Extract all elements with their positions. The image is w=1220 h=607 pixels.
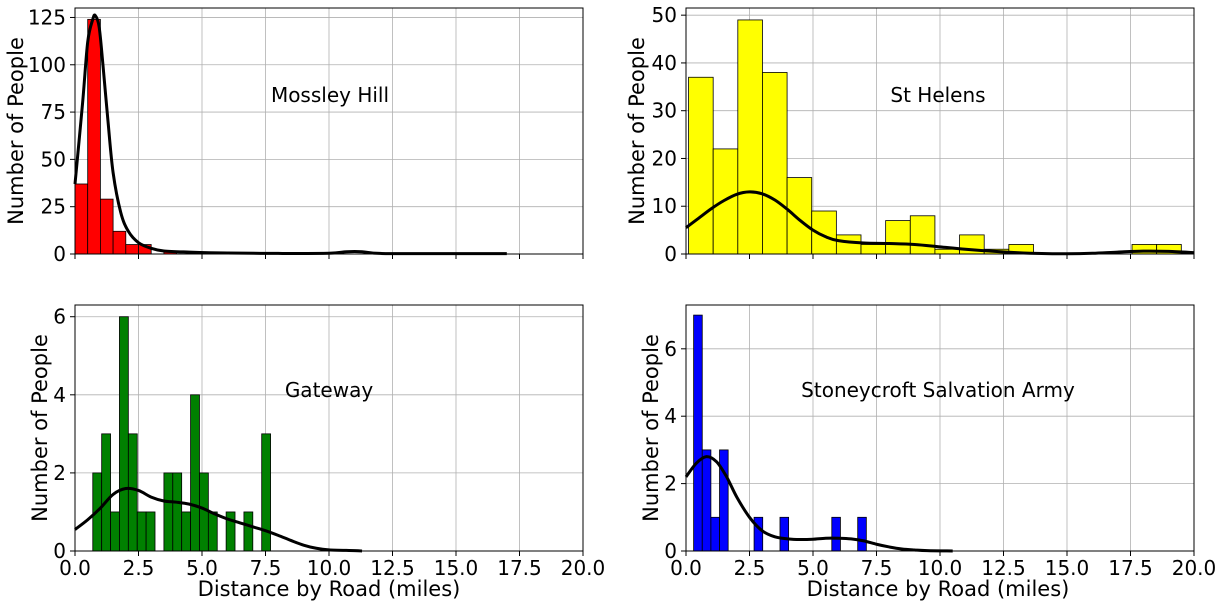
x-tick-label: 12.5 [981, 556, 1026, 580]
histogram-bar [99, 198, 114, 255]
panel-mossley-hill: 0 25 50 75 100 125 Mossley Hill Number of Peo… [4, 5, 584, 266]
histogram-bar [145, 511, 156, 552]
histogram-bar [112, 230, 127, 255]
histogram-bar [243, 511, 254, 552]
y-tick-label: 100 [28, 53, 66, 77]
histogram-bar [835, 234, 862, 255]
histogram-bar [190, 394, 200, 552]
histogram-bar [110, 511, 120, 552]
histogram-bar [172, 472, 183, 552]
histogram-bar [860, 244, 887, 255]
x-tick-label: 0.0 [670, 556, 702, 580]
y-tick-label: 10 [652, 194, 677, 218]
kde-curve [73, 13, 507, 256]
histogram-bar [181, 511, 191, 552]
histogram-bar [831, 516, 841, 552]
y-tick-label: 125 [28, 5, 66, 29]
y-tick-label: 0 [664, 242, 677, 266]
y-tick-label: 0 [53, 242, 66, 266]
y-tick-label: 6 [53, 305, 66, 329]
histogram-bar [693, 314, 703, 552]
x-tick-label: 5.0 [186, 556, 218, 580]
annotation-st-helens: St Helens [890, 83, 985, 107]
histogram-bar [701, 449, 712, 552]
y-axis-label: Number of People [625, 37, 649, 225]
y-tick-label: 2 [664, 472, 677, 496]
histogram-bar [762, 72, 788, 255]
x-tick-label: 15.0 [434, 556, 479, 580]
x-tick-label: 17.5 [1108, 556, 1153, 580]
x-axis-label: Distance by Road (miles) [807, 577, 1070, 601]
annotation-stoneycroft: Stoneycroft Salvation Army [801, 378, 1075, 402]
kde-curve [684, 455, 953, 553]
x-tick-label: 15.0 [1045, 556, 1090, 580]
x-tick-label: 5.0 [797, 556, 829, 580]
y-tick-label: 40 [652, 51, 677, 75]
histogram-bar [934, 248, 960, 255]
histogram-bar [857, 516, 867, 552]
panel-gateway: 0.0 2.5 5.0 7.5 10.0 12.5 15.0 17.5 20.0 0 2 4 6 Gat… [28, 304, 606, 601]
y-axis-label: Number of People [639, 334, 663, 522]
y-tick-label: 2 [53, 461, 66, 485]
y-tick-label: 0 [53, 539, 66, 563]
x-axis-label: Distance by Road (miles) [198, 577, 461, 601]
y-tick-label: 75 [41, 100, 66, 124]
panel-st-helens: 0 10 20 30 40 50 St Helens Number of People [625, 3, 1195, 266]
histogram-bar [207, 511, 218, 552]
histogram-bar [712, 148, 739, 255]
panel-stoneycroft: 0.0 2.5 5.0 7.5 10.0 12.5 15.0 17.5 20.0 0 2 4 6 Sto… [639, 304, 1217, 601]
histogram-bar [136, 511, 147, 552]
y-tick-label: 20 [652, 146, 677, 170]
y-axis-label: Number of People [4, 37, 28, 225]
x-tick-label: 2.5 [734, 556, 766, 580]
kde-curve [74, 486, 363, 553]
y-tick-label: 50 [41, 147, 66, 171]
y-tick-label: 30 [652, 99, 677, 123]
histogram-bar [199, 472, 209, 552]
histogram-bar [786, 177, 813, 255]
x-tick-label: 7.5 [861, 556, 893, 580]
histogram-bar [885, 220, 911, 255]
histogram-bar [779, 516, 790, 552]
y-tick-label: 6 [664, 337, 677, 361]
histogram-bar [163, 472, 174, 552]
histogram-bar [710, 516, 720, 552]
x-tick-label: 12.5 [370, 556, 415, 580]
histogram-bar [119, 316, 129, 552]
x-tick-label: 17.5 [497, 556, 542, 580]
histogram-bar [87, 18, 101, 255]
y-axis-label: Number of People [28, 334, 52, 522]
y-tick-label: 50 [652, 3, 677, 27]
annotation-gateway: Gateway [285, 378, 374, 402]
y-tick-label: 0 [664, 539, 677, 563]
annotation-mossley-hill: Mossley Hill [271, 83, 389, 107]
histogram-bar [909, 215, 936, 255]
y-tick-label: 4 [664, 404, 677, 428]
x-tick-label: 7.5 [250, 556, 282, 580]
kde-curve [685, 190, 1195, 256]
histogram-bar [127, 433, 138, 552]
histogram-bar [737, 19, 763, 255]
x-tick-label: 20.0 [561, 556, 606, 580]
histogram-bar [688, 76, 714, 255]
histogram-bar [74, 183, 89, 255]
y-tick-label: 4 [53, 383, 66, 407]
histogram-bar [125, 244, 139, 255]
x-tick-label: 10.0 [307, 556, 352, 580]
y-tick-label: 25 [41, 195, 66, 219]
x-tick-label: 2.5 [123, 556, 155, 580]
x-tick-label: 20.0 [1172, 556, 1217, 580]
x-tick-label: 0.0 [59, 556, 91, 580]
x-tick-label: 10.0 [918, 556, 963, 580]
histogram-bar [101, 433, 111, 552]
